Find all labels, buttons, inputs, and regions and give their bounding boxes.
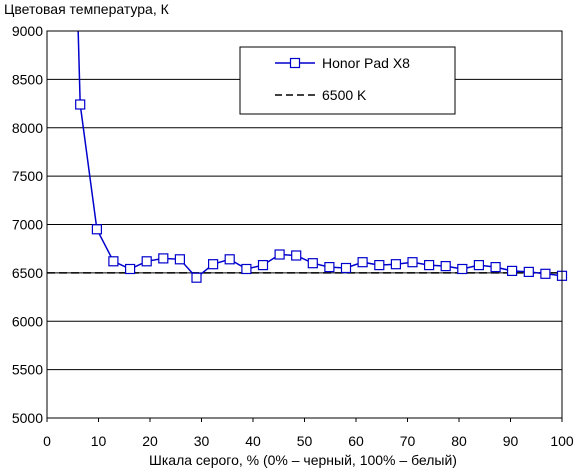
data-point bbox=[307, 258, 318, 269]
x-tick-label: 20 bbox=[142, 433, 158, 449]
data-point bbox=[158, 253, 169, 264]
y-axis-title: Цветовая температура, К bbox=[4, 1, 170, 17]
plot-frame bbox=[46, 30, 563, 419]
y-tick-label: 7500 bbox=[12, 168, 43, 184]
data-point bbox=[490, 262, 501, 273]
data-point bbox=[540, 268, 551, 279]
data-point bbox=[108, 256, 119, 267]
x-tick-label: 10 bbox=[91, 433, 107, 449]
data-point bbox=[324, 262, 335, 273]
legend-label-reference: 6500 K bbox=[322, 87, 367, 103]
y-tick-label: 6000 bbox=[12, 313, 43, 329]
x-tick-label: 100 bbox=[550, 433, 574, 449]
y-tick-label: 9000 bbox=[12, 23, 43, 39]
x-tick-label: 60 bbox=[348, 433, 364, 449]
data-point bbox=[224, 254, 235, 265]
y-tick-labels: 5000 5500 6000 6500 7000 7500 8000 8500 9000 bbox=[12, 23, 43, 426]
data-point bbox=[91, 224, 103, 235]
data-point bbox=[440, 261, 451, 272]
data-point bbox=[141, 256, 152, 267]
x-axis-title: Шкала серого, % (0% – черный, 100% – бел… bbox=[149, 452, 457, 468]
legend-marker-honor bbox=[289, 57, 301, 69]
legend-box bbox=[239, 46, 456, 115]
x-tick-label: 70 bbox=[400, 433, 416, 449]
data-point bbox=[523, 266, 534, 277]
data-point bbox=[340, 262, 352, 274]
data-point bbox=[208, 259, 219, 270]
y-tick-label: 5500 bbox=[12, 362, 43, 378]
x-tick-labels: 0 10 20 30 40 50 60 70 80 90 100 bbox=[43, 418, 574, 449]
x-tick-label: 40 bbox=[245, 433, 261, 449]
data-point bbox=[174, 254, 185, 265]
data-point bbox=[357, 257, 368, 268]
data-point bbox=[507, 265, 518, 276]
y-tick-label: 8000 bbox=[12, 120, 43, 136]
data-point bbox=[241, 263, 252, 275]
legend-label-honor: Honor Pad X8 bbox=[322, 55, 410, 71]
data-point bbox=[390, 259, 401, 270]
data-point bbox=[274, 249, 285, 260]
x-tick-label: 50 bbox=[297, 433, 313, 449]
data-point bbox=[124, 263, 136, 275]
data-point bbox=[191, 272, 202, 283]
x-tick-label: 30 bbox=[194, 433, 210, 449]
x-tick-label: 80 bbox=[451, 433, 467, 449]
x-tick-label: 90 bbox=[503, 433, 519, 449]
data-point bbox=[457, 263, 468, 275]
x-tick-label: 0 bbox=[43, 433, 51, 449]
data-point bbox=[374, 260, 385, 271]
data-point bbox=[257, 260, 269, 271]
data-point bbox=[291, 250, 302, 261]
data-point bbox=[424, 260, 435, 271]
y-tick-label: 7000 bbox=[12, 217, 43, 233]
y-tick-label: 6500 bbox=[12, 265, 43, 281]
y-tick-label: 5000 bbox=[12, 410, 43, 426]
data-point bbox=[473, 260, 484, 271]
legend: Honor Pad X8 6500 K bbox=[239, 46, 456, 115]
y-tick-label: 8500 bbox=[12, 71, 43, 87]
data-point bbox=[407, 257, 418, 268]
data-point bbox=[75, 99, 86, 110]
